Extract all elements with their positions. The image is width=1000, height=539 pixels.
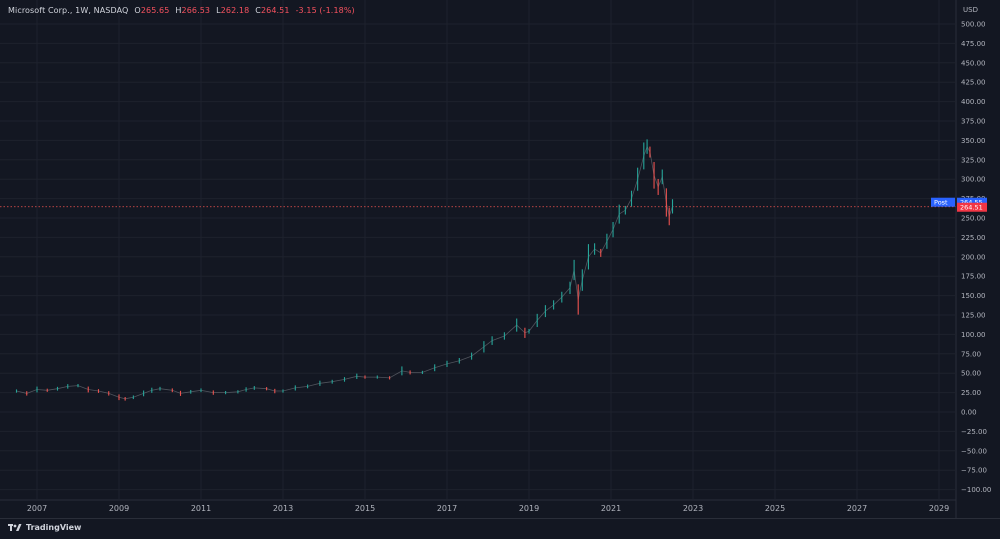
- y-tick-label: 200.00: [961, 253, 986, 261]
- last-price-label: 264.51: [960, 204, 983, 212]
- tradingview-brand: TradingView: [26, 523, 82, 532]
- x-tick-label: 2015: [355, 504, 375, 513]
- y-tick-label: 75.00: [961, 350, 981, 358]
- high-value: 266.53: [181, 6, 211, 15]
- symbol-header: Microsoft Corp., 1W, NASDAQ O265.65 H266…: [8, 6, 355, 15]
- x-tick-label: 2017: [437, 504, 457, 513]
- y-tick-label: 125.00: [961, 312, 986, 320]
- post-price-label: 264.55: [960, 199, 983, 207]
- high-label: H: [175, 6, 182, 15]
- y-tick-label: 150.00: [961, 292, 986, 300]
- low-value: 262.18: [220, 6, 250, 15]
- y-tick-label: 25.00: [961, 389, 981, 397]
- y-tick-label: 475.00: [961, 40, 986, 48]
- open-label: O: [134, 6, 141, 15]
- open-value: 265.65: [140, 6, 170, 15]
- x-tick-label: 2029: [929, 504, 949, 513]
- y-tick-label: 425.00: [961, 79, 986, 87]
- tradingview-logo[interactable]: TradingView: [8, 523, 81, 532]
- time-axis[interactable]: 2007 2009 2011 2013 2015 2017 2019 2021 2023 2025…: [27, 504, 949, 513]
- x-tick-label: 2007: [27, 504, 47, 513]
- price-path: [16, 145, 673, 400]
- post-price-badge: [957, 197, 987, 207]
- x-tick-label: 2013: [273, 504, 293, 513]
- y-tick-label: 375.00: [961, 118, 986, 126]
- currency-label: USD: [963, 6, 978, 14]
- x-tick-label: 2011: [191, 504, 211, 513]
- x-tick-label: 2009: [109, 504, 129, 513]
- x-tick-label: 2019: [519, 504, 539, 513]
- y-tick-label: 250.00: [961, 215, 986, 223]
- low-label: L: [216, 6, 221, 15]
- grid-lines: [0, 0, 957, 518]
- close-label: C: [255, 6, 261, 15]
- y-tick-label: 50.00: [961, 370, 981, 378]
- y-tick-label: 450.00: [961, 59, 986, 67]
- y-tick-label: −25.00: [961, 428, 987, 436]
- y-tick-label: 400.00: [961, 98, 986, 106]
- y-tick-label: 325.00: [961, 156, 986, 164]
- x-tick-label: 2023: [683, 504, 703, 513]
- close-value: 264.51: [260, 6, 290, 15]
- x-tick-label: 2027: [847, 504, 867, 513]
- price-series: [15, 139, 674, 401]
- y-tick-label: 175.00: [961, 273, 986, 281]
- post-badge: [931, 197, 955, 207]
- y-tick-label: 350.00: [961, 137, 986, 145]
- y-tick-label: −75.00: [961, 467, 987, 475]
- x-tick-label: 2021: [601, 504, 621, 513]
- y-tick-label: 500.00: [961, 21, 986, 29]
- y-tick-label: 100.00: [961, 331, 986, 339]
- y-tick-label: 225.00: [961, 234, 986, 242]
- x-tick-label: 2025: [765, 504, 785, 513]
- tradingview-icon: [8, 524, 22, 531]
- y-tick-label: 0.00: [961, 409, 977, 417]
- y-tick-label: 300.00: [961, 176, 986, 184]
- footer-bar: TradingView: [0, 518, 1000, 539]
- y-tick-label: −100.00: [961, 486, 991, 494]
- post-badge-label: Post: [934, 199, 948, 207]
- symbol-title[interactable]: Microsoft Corp., 1W, NASDAQ: [8, 6, 129, 15]
- y-tick-label: −50.00: [961, 447, 987, 455]
- change-value: -3.15 (-1.18%): [295, 6, 355, 15]
- last-price-badge: [957, 202, 987, 212]
